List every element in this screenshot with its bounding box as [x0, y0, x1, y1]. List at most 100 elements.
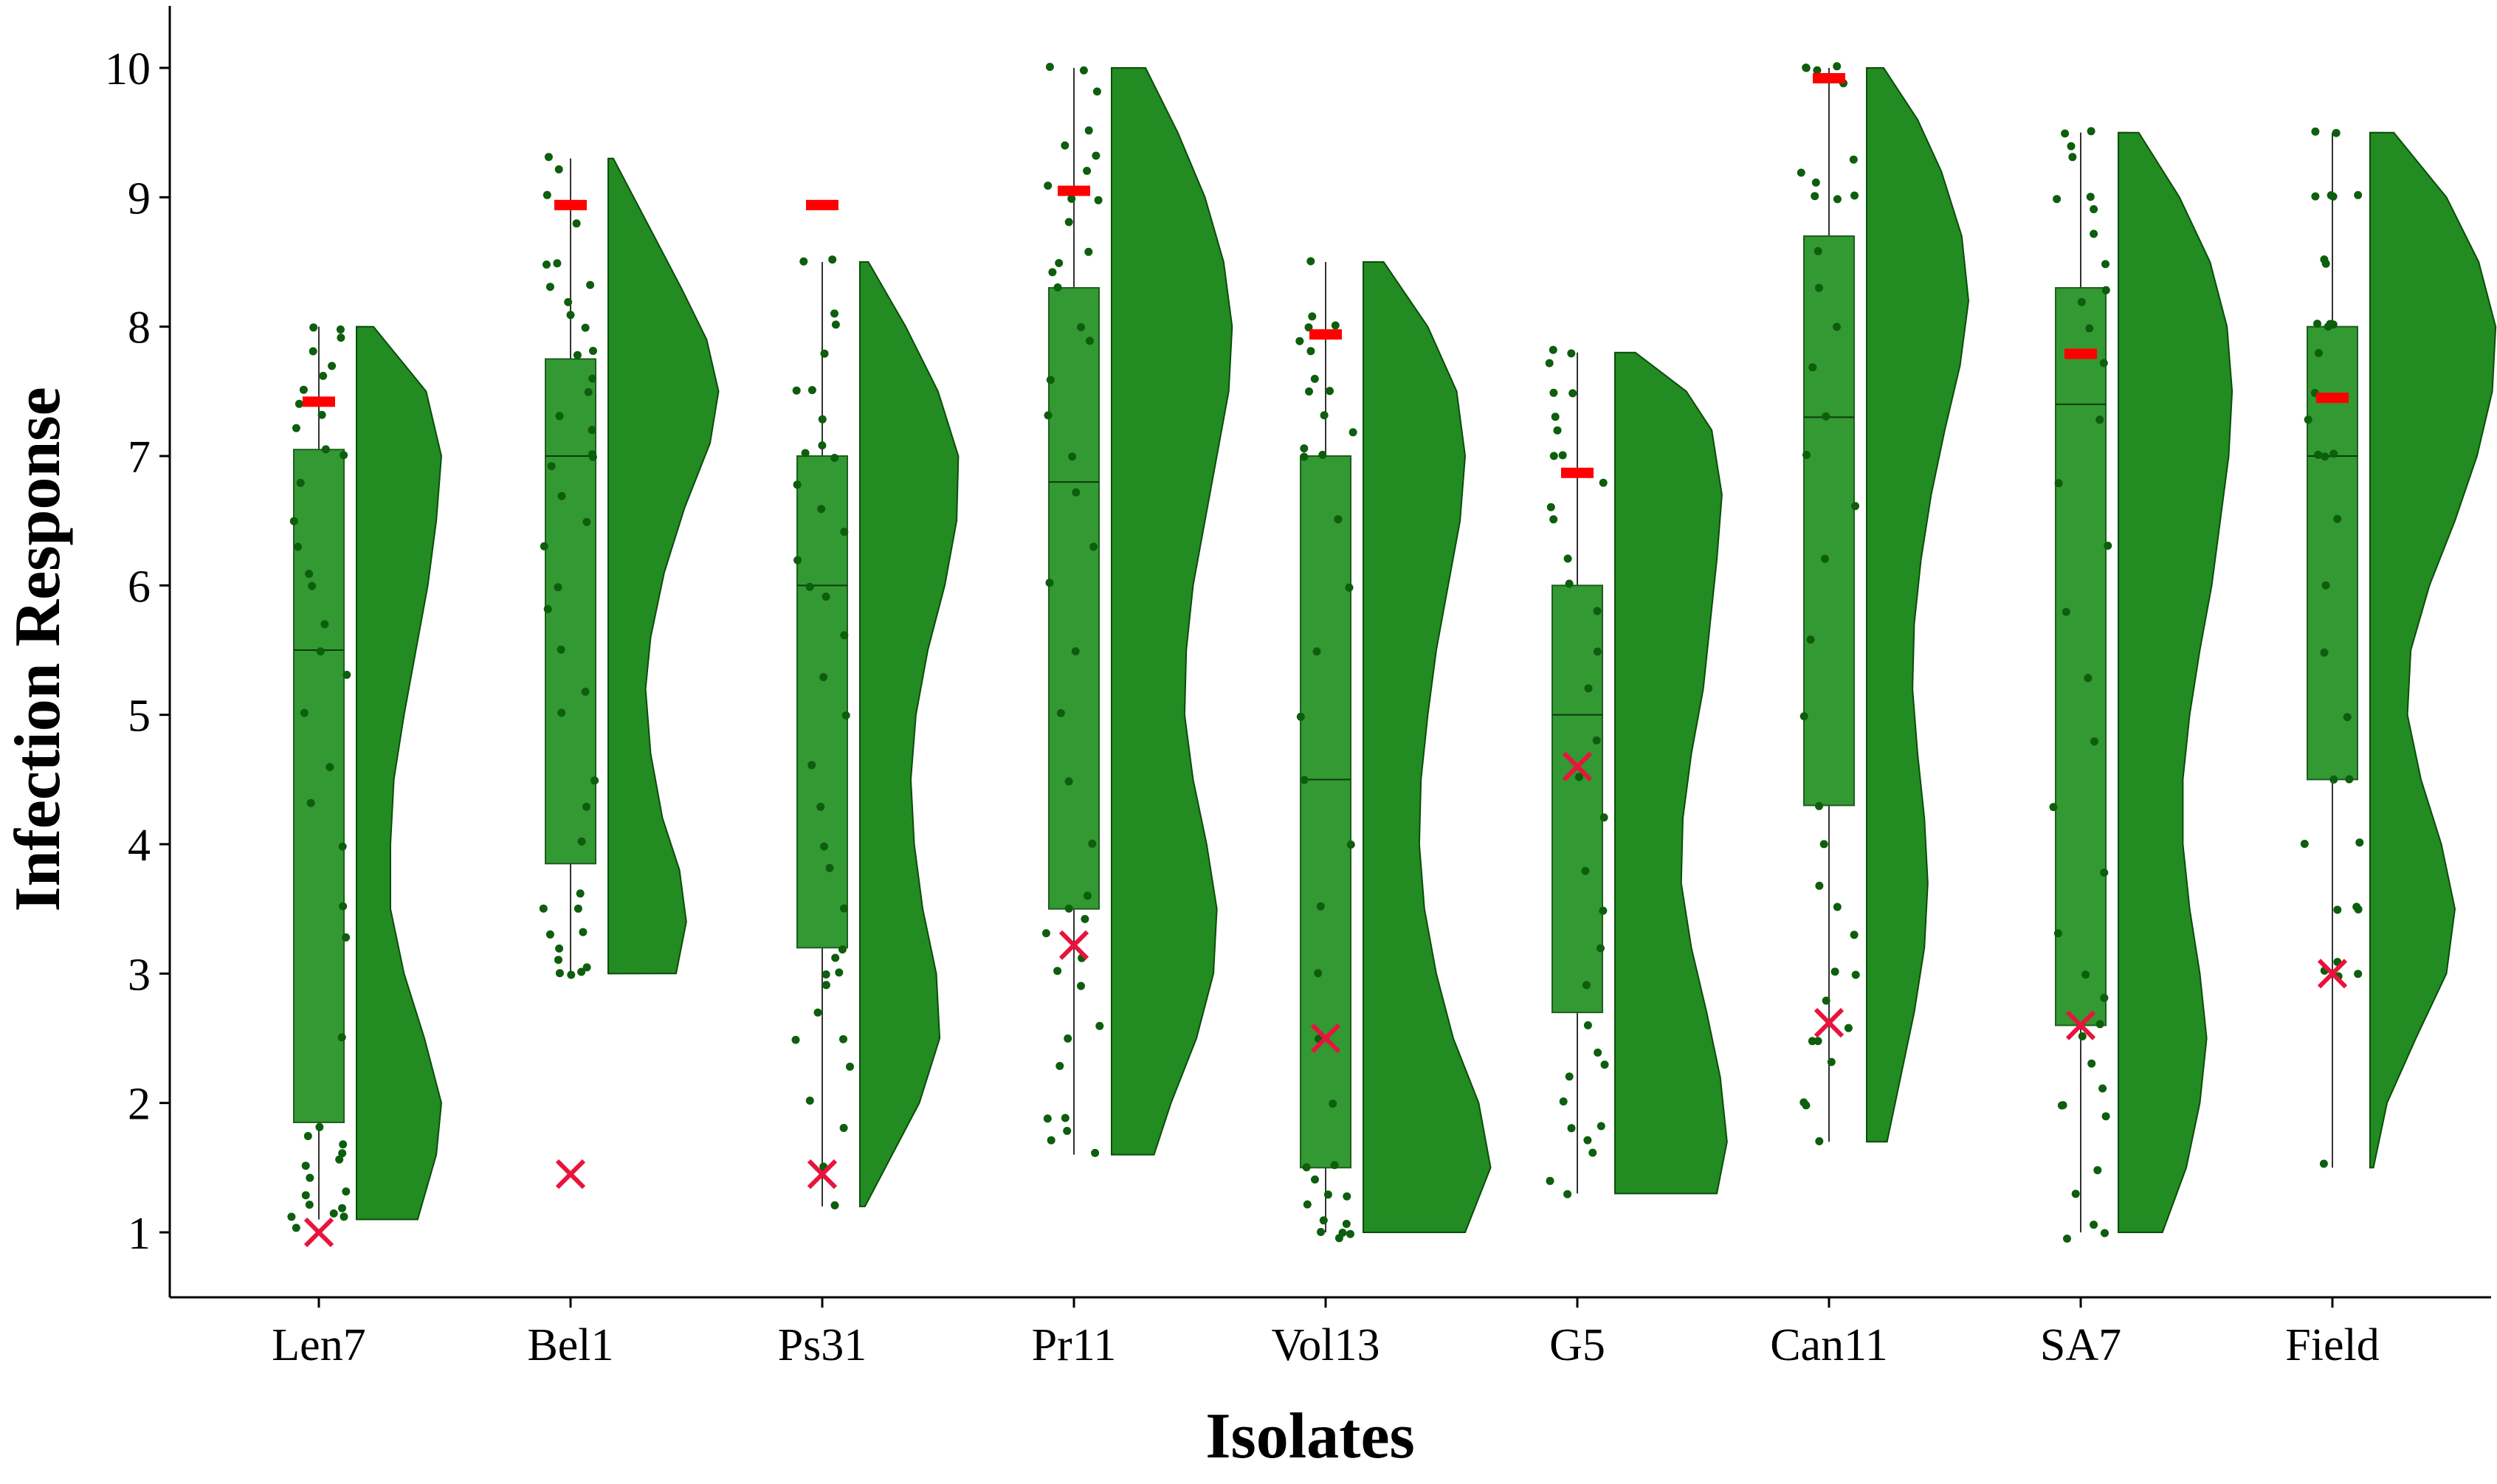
- data-point: [2081, 970, 2090, 979]
- x-tick-label: G5: [1549, 1320, 1605, 1370]
- x-tick-label: Pr11: [1032, 1320, 1117, 1370]
- data-point: [825, 863, 834, 872]
- data-point: [1814, 246, 1822, 255]
- data-point: [1305, 387, 1313, 396]
- data-point: [2319, 1159, 2328, 1168]
- data-point: [554, 956, 562, 964]
- density-ps31: [859, 261, 960, 1207]
- data-point: [342, 1187, 351, 1196]
- data-point: [1064, 218, 1073, 227]
- data-point: [2313, 320, 2321, 328]
- y-tick-label: 7: [128, 432, 151, 483]
- density-g5: [1614, 351, 1728, 1195]
- data-point: [1833, 322, 1841, 331]
- data-point: [820, 349, 829, 358]
- data-point: [1041, 929, 1050, 938]
- data-point: [791, 1035, 800, 1044]
- data-point: [1584, 684, 1593, 693]
- y-tick-label: 8: [128, 303, 151, 353]
- data-point: [1565, 1072, 1574, 1081]
- data-point: [2053, 195, 2062, 204]
- data-point: [1045, 63, 1054, 72]
- data-point: [1851, 970, 1860, 979]
- data-point: [1851, 502, 1859, 511]
- data-point: [793, 480, 802, 489]
- data-point: [303, 1132, 312, 1140]
- data-point: [564, 297, 573, 306]
- box-pr11: [1048, 287, 1100, 910]
- data-point: [1092, 151, 1101, 160]
- data-point: [566, 311, 575, 320]
- data-point: [306, 798, 315, 807]
- data-point: [822, 970, 830, 979]
- data-point: [1592, 736, 1601, 745]
- x-tick-label: Vol13: [1271, 1320, 1380, 1370]
- data-point: [818, 441, 827, 450]
- data-point: [2100, 869, 2109, 877]
- data-point: [543, 260, 551, 269]
- data-point: [1072, 488, 1081, 497]
- data-point: [1568, 389, 1577, 398]
- data-point: [1329, 1100, 1337, 1108]
- data-point: [1574, 773, 1583, 781]
- data-point: [2304, 415, 2312, 424]
- data-point: [339, 902, 348, 911]
- data-point: [2332, 128, 2341, 137]
- data-point: [543, 190, 551, 199]
- data-point: [582, 963, 591, 972]
- data-point: [301, 1162, 310, 1170]
- box-can11: [1803, 235, 1855, 807]
- data-point: [590, 776, 599, 785]
- data-point: [540, 542, 548, 551]
- data-point: [2343, 713, 2352, 722]
- data-point: [1296, 712, 1305, 721]
- data-point: [1827, 1057, 1836, 1066]
- density-field: [2369, 131, 2497, 1169]
- data-point: [2090, 205, 2098, 213]
- data-point: [545, 930, 554, 939]
- data-point: [296, 478, 305, 487]
- data-point: [1597, 1122, 1605, 1131]
- data-point: [1594, 1048, 1602, 1057]
- y-tick-label: 2: [128, 1080, 151, 1130]
- data-point: [1819, 840, 1828, 849]
- data-point: [289, 517, 298, 525]
- data-point: [335, 1155, 344, 1164]
- data-point: [2101, 1112, 2110, 1121]
- data-point: [1067, 194, 1076, 203]
- data-point: [1063, 1127, 1072, 1135]
- data-point: [1553, 426, 1562, 435]
- data-point: [1095, 1021, 1104, 1030]
- data-point: [340, 451, 348, 460]
- data-point: [292, 424, 300, 432]
- data-point: [1323, 1190, 1332, 1199]
- data-point: [1565, 579, 1574, 588]
- data-point: [839, 1035, 847, 1043]
- data-point: [2090, 737, 2098, 746]
- data-point: [1064, 777, 1073, 786]
- data-point: [840, 904, 848, 913]
- data-point: [1808, 363, 1817, 372]
- mean-dash-marker: [1058, 185, 1090, 196]
- data-point: [801, 449, 810, 458]
- data-point: [1320, 411, 1329, 420]
- data-point: [1833, 195, 1842, 204]
- mean-dash-marker: [303, 396, 335, 407]
- data-point: [1599, 906, 1608, 915]
- data-point: [2314, 450, 2323, 459]
- density-vol13: [1363, 261, 1492, 1233]
- data-point: [2311, 192, 2320, 201]
- group-can11: [1797, 62, 1970, 1145]
- x-marker: [1058, 930, 1089, 960]
- data-point: [2078, 1032, 2087, 1040]
- data-point: [1314, 969, 1323, 978]
- data-point: [1047, 1136, 1055, 1145]
- data-point: [588, 450, 596, 459]
- data-point: [572, 219, 581, 228]
- data-point: [830, 309, 838, 318]
- data-point: [306, 1173, 314, 1182]
- data-point: [2329, 449, 2338, 458]
- data-point: [1312, 647, 1321, 656]
- data-point: [1346, 841, 1355, 849]
- data-point: [1044, 411, 1053, 420]
